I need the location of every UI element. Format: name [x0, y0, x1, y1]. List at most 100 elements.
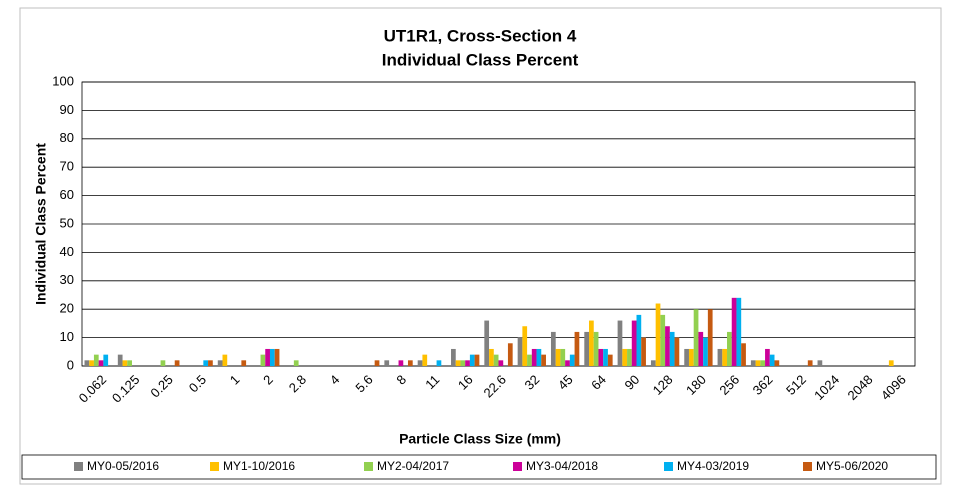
bar: [636, 314, 642, 366]
bar: [465, 360, 470, 366]
y-tick-label: 90: [60, 102, 74, 117]
legend-label: MY1-10/2016: [223, 459, 295, 473]
bar: [98, 360, 104, 366]
bar: [722, 348, 728, 366]
bar: [631, 320, 637, 366]
y-axis-title: Individual Class Percent: [33, 143, 49, 305]
bar: [117, 354, 123, 366]
bar: [498, 360, 504, 366]
bar: [888, 360, 894, 366]
bar: [617, 320, 623, 366]
bar: [265, 348, 270, 366]
bar: [241, 360, 247, 366]
y-tick-label: 70: [60, 159, 74, 174]
bar: [736, 297, 742, 366]
bar: [674, 337, 680, 366]
bar: [650, 360, 656, 366]
y-tick-label: 30: [60, 272, 74, 287]
bar: [460, 360, 466, 366]
bar: [455, 360, 461, 366]
bar: [93, 354, 99, 366]
bar: [574, 331, 580, 366]
bar: [707, 309, 713, 366]
bar: [774, 360, 780, 366]
bar: [760, 360, 766, 366]
bar: [698, 331, 704, 366]
bar: [727, 331, 732, 366]
bar: [84, 360, 90, 366]
legend-swatch: [513, 462, 522, 471]
bar: [222, 354, 228, 366]
bar: [398, 360, 404, 366]
legend-label: MY5-06/2020: [816, 459, 888, 473]
bar: [769, 354, 775, 366]
bar: [669, 331, 675, 366]
bar: [555, 348, 561, 366]
bar: [607, 354, 613, 366]
bar: [474, 354, 480, 366]
bar: [717, 348, 723, 366]
bar: [755, 360, 761, 366]
bar: [641, 337, 646, 366]
chart-title: UT1R1, Cross-Section 4: [384, 26, 577, 45]
legend-label: MY4-03/2019: [677, 459, 749, 473]
legend-label: MY2-04/2017: [377, 459, 449, 473]
bar: [665, 326, 670, 366]
y-tick-label: 80: [60, 130, 74, 145]
legend-swatch: [210, 462, 219, 471]
bar: [269, 348, 275, 366]
chart-subtitle: Individual Class Percent: [382, 50, 579, 69]
bar: [655, 303, 661, 366]
bar: [598, 348, 604, 366]
chart-frame: [19, 7, 942, 485]
legend-swatch: [803, 462, 812, 471]
bar: [527, 354, 532, 366]
legend-label: MY3-04/2018: [526, 459, 598, 473]
legend-swatch: [664, 462, 673, 471]
bar: [507, 343, 513, 366]
bar: [484, 320, 490, 366]
bar: [469, 354, 475, 366]
bar: [703, 337, 708, 366]
bar: [660, 314, 666, 366]
bar: [208, 360, 213, 366]
bar: [493, 354, 499, 366]
bar: [817, 360, 823, 366]
y-tick-label: 20: [60, 301, 74, 316]
y-tick-label: 40: [60, 244, 74, 259]
bar: [684, 348, 689, 366]
bar: [807, 360, 813, 366]
bar: [422, 354, 428, 366]
x-axis-title: Particle Class Size (mm): [399, 431, 561, 447]
bar: [765, 348, 770, 366]
bar: [160, 360, 166, 366]
bar: [531, 348, 537, 366]
bar: [584, 331, 590, 366]
bar: [517, 337, 523, 366]
bar: [522, 326, 528, 366]
legend-label: MY0-05/2016: [87, 459, 159, 473]
bar: [203, 360, 209, 366]
bar: [174, 360, 180, 366]
bar: [731, 297, 737, 366]
bar: [127, 360, 132, 366]
bar: [384, 360, 390, 366]
bar: [274, 348, 280, 366]
y-tick-label: 50: [60, 215, 74, 230]
bar: [560, 348, 566, 366]
bar: [750, 360, 756, 366]
legend-box: [21, 454, 937, 480]
bar: [103, 354, 109, 366]
bar: [693, 309, 699, 366]
bar: [436, 360, 442, 366]
bar: [451, 348, 456, 366]
bar: [593, 331, 599, 366]
bar: [417, 360, 423, 366]
bar: [536, 348, 542, 366]
y-tick-label: 60: [60, 187, 74, 202]
bar: [589, 320, 594, 366]
bar: [374, 360, 380, 366]
bar: [293, 360, 299, 366]
bar: [622, 348, 628, 366]
